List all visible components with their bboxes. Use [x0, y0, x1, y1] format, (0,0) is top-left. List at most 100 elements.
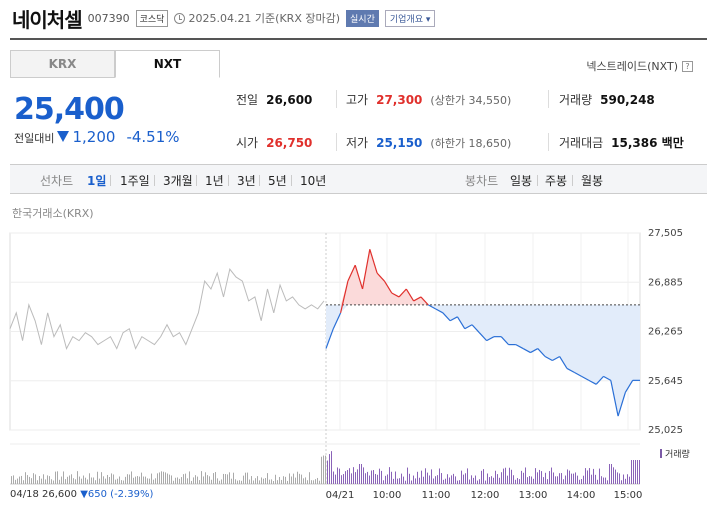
- volume-bar: [319, 480, 320, 484]
- volume-bar: [227, 474, 228, 484]
- today-segment: [340, 280, 349, 313]
- candle-daily[interactable]: 일봉: [510, 174, 533, 188]
- volume-bar: [375, 473, 376, 484]
- volume-bar: [165, 472, 166, 484]
- amount-value: 15,386 백만: [611, 136, 684, 150]
- volume-bar: [299, 473, 300, 484]
- volume-bar: [417, 471, 418, 484]
- volume-bar: [219, 480, 220, 484]
- volume-bar: [13, 475, 14, 484]
- volume-bar: [39, 476, 40, 484]
- volume-bar: [575, 472, 576, 484]
- candle-monthly[interactable]: 월봉: [581, 174, 604, 188]
- volume-bar: [323, 455, 324, 484]
- volume-bar: [533, 478, 534, 484]
- volume-bar: [637, 460, 638, 484]
- volume-bar: [49, 476, 50, 484]
- exchange-label: 한국거래소(KRX): [12, 207, 94, 220]
- realtime-button[interactable]: 실시간: [346, 9, 379, 27]
- high-value: 27,300: [376, 93, 423, 107]
- today-segment: [530, 348, 539, 354]
- today-segment: [515, 344, 524, 350]
- volume-bar: [269, 479, 270, 484]
- period-1w[interactable]: 1주일: [120, 174, 150, 188]
- period-3m[interactable]: 3개월: [163, 174, 193, 188]
- volume-bar: [261, 477, 262, 484]
- volume-bar: [553, 472, 554, 484]
- volume-bar: [187, 478, 188, 484]
- volume-bar: [161, 471, 162, 484]
- volume-bar: [29, 476, 30, 484]
- volume-bar: [143, 476, 144, 484]
- volume-bar: [79, 476, 80, 484]
- period-3y[interactable]: 3년: [237, 174, 256, 188]
- tab-nxt[interactable]: NXT: [115, 50, 220, 78]
- volume-bar: [633, 460, 634, 484]
- volume-bar: [223, 473, 224, 484]
- today-segment: [595, 375, 604, 385]
- tab-krx[interactable]: KRX: [10, 50, 115, 78]
- volume-bar: [573, 473, 574, 484]
- prev-day-series: [9, 268, 325, 350]
- low-label: 저가: [346, 136, 369, 150]
- volume-bar: [183, 474, 184, 484]
- volume-bar: [339, 468, 340, 484]
- volume-bar: [163, 471, 164, 484]
- help-icon[interactable]: ?: [682, 60, 693, 72]
- amount-stat: 거래대금 15,386 백만: [559, 134, 684, 151]
- volume-bar: [289, 473, 290, 484]
- volume-bar: [275, 474, 276, 484]
- area-above-reference: [326, 249, 640, 305]
- volume-bar: [491, 476, 492, 484]
- volume-bar: [435, 476, 436, 484]
- today-segment: [435, 308, 444, 314]
- volume-bar: [65, 479, 66, 484]
- volume-bar: [447, 474, 448, 484]
- volume-bar: [443, 479, 444, 484]
- today-segment: [332, 312, 342, 329]
- volume-bar: [639, 460, 640, 484]
- volume-bar: [373, 470, 374, 484]
- volume-bar: [377, 474, 378, 484]
- volume-bar: [147, 478, 148, 484]
- volume-bar: [571, 473, 572, 484]
- volume-bar: [103, 476, 104, 484]
- volume-bar: [73, 478, 74, 484]
- volume-bar: [195, 475, 196, 484]
- stock-header: 네이처셀 007390 코스닥 2025.04.21 기준(KRX 장마감) 실…: [12, 6, 436, 32]
- volume-bar: [151, 473, 152, 484]
- company-info-dropdown[interactable]: 기업개요 ▾: [384, 9, 436, 27]
- volume-bar: [155, 478, 156, 484]
- period-1d[interactable]: 1일: [87, 174, 107, 188]
- volume-bar: [197, 476, 198, 484]
- volume-bar: [305, 477, 306, 484]
- period-1y[interactable]: 1년: [205, 174, 224, 188]
- volume-bar: [593, 468, 594, 484]
- volume-bar: [95, 480, 96, 484]
- volume-bar: [121, 480, 122, 484]
- volume-bar: [603, 477, 604, 484]
- volume-bar: [215, 472, 216, 484]
- volume-bar: [449, 477, 450, 484]
- volume-bar: [351, 473, 352, 484]
- volume-bar: [367, 471, 368, 484]
- volume-stat: 거래량 590,248: [559, 91, 655, 108]
- candle-weekly[interactable]: 주봉: [545, 174, 568, 188]
- volume-bar: [521, 470, 522, 484]
- open-label: 시가: [236, 136, 259, 150]
- volume-bar: [287, 480, 288, 484]
- volume-bar: [21, 475, 22, 484]
- volume-bar: [251, 476, 252, 484]
- volume-bar: [395, 471, 396, 484]
- volume-bar: [497, 474, 498, 484]
- volume-bar: [67, 476, 68, 484]
- period-5y[interactable]: 5년: [268, 174, 287, 188]
- stock-name: 네이처셀: [12, 7, 83, 32]
- period-10y[interactable]: 10년: [300, 174, 327, 188]
- volume-bar: [315, 479, 316, 484]
- volume-bar: [463, 474, 464, 484]
- nxt-link[interactable]: 넥스트레이드(NXT) ?: [586, 58, 693, 74]
- volume-bar: [15, 479, 16, 484]
- volume-bar: [451, 475, 452, 484]
